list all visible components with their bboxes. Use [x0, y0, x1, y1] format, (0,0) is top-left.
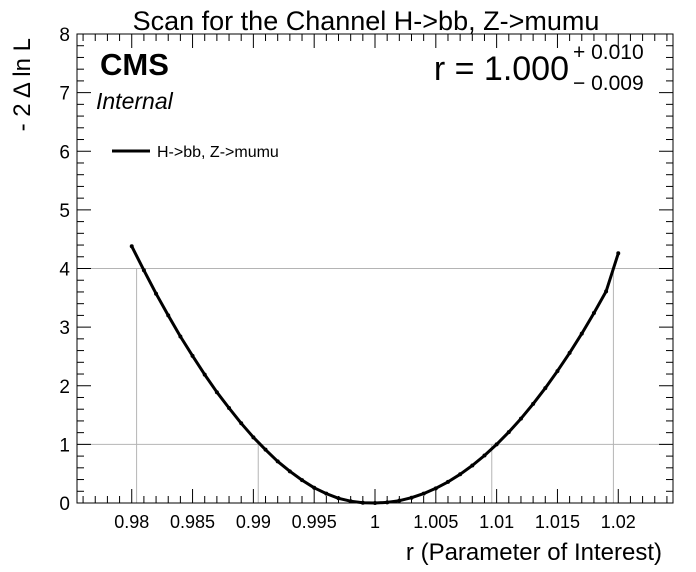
experiment-badge: CMS: [100, 47, 169, 82]
series-point: [275, 459, 280, 464]
x-tick-label: 1.015: [535, 512, 580, 532]
series-point: [239, 421, 244, 426]
y-tick-label: 6: [59, 142, 70, 163]
series-point: [445, 479, 450, 484]
series-point: [214, 390, 219, 395]
x-tick-label: 0.99: [236, 512, 271, 532]
series-point: [616, 251, 621, 256]
y-tick-label: 4: [59, 260, 70, 281]
x-tick-label: 0.995: [292, 512, 337, 532]
y-axis-label: - 2 Δ ln L: [9, 38, 36, 131]
series-point: [312, 485, 317, 490]
x-tick-label: 1.005: [413, 512, 458, 532]
series-point: [360, 500, 365, 505]
series-point: [300, 478, 305, 483]
result-uncertainty-down: − 0.009: [573, 72, 644, 95]
y-tick-label: 3: [59, 318, 70, 339]
result-uncertainty-up: + 0.010: [573, 41, 644, 64]
series-point: [373, 501, 377, 505]
series-point: [263, 447, 268, 452]
series-point: [166, 313, 171, 318]
series-point: [433, 486, 438, 491]
y-axis-ticks: [77, 33, 673, 504]
y-axis-tick-labels: 0 1 2 3 4 5 6 7 8: [59, 25, 70, 515]
reference-lines: [77, 268, 673, 503]
series-point: [129, 244, 134, 249]
series-point: [385, 500, 390, 505]
series-point: [494, 442, 499, 447]
x-axis-label: r (Parameter of Interest): [406, 539, 662, 566]
x-tick-label: 1.02: [601, 512, 636, 532]
x-tick-label: 1.01: [479, 512, 514, 532]
series-point: [397, 498, 402, 503]
series-point: [336, 496, 341, 501]
series-point: [543, 386, 548, 391]
result-value: r = 1.000: [434, 50, 569, 88]
series-point: [348, 499, 353, 504]
legend-entry-label: H->bb, Z->mumu: [157, 144, 279, 161]
series-point: [251, 435, 256, 440]
y-tick-label: 8: [59, 25, 70, 46]
series-point: [227, 406, 232, 411]
series-point: [458, 472, 463, 477]
series-point: [470, 463, 475, 468]
series-point: [202, 372, 207, 377]
series-point: [591, 311, 596, 316]
x-tick-label: 1: [370, 512, 380, 532]
series-point: [324, 491, 329, 496]
y-tick-label: 2: [59, 377, 70, 398]
series-point: [518, 416, 523, 421]
series-point: [555, 369, 560, 374]
y-tick-label: 1: [59, 435, 70, 456]
y-tick-label: 7: [59, 84, 70, 105]
series-point: [482, 453, 487, 458]
x-tick-label: 0.98: [114, 512, 149, 532]
y-tick-label: 5: [59, 201, 70, 222]
series-point: [531, 401, 536, 406]
status-badge: Internal: [96, 88, 174, 114]
series-point: [506, 430, 511, 435]
series-point: [567, 350, 572, 355]
x-tick-label: 0.985: [170, 512, 215, 532]
x-axis-ticks: [82, 34, 668, 503]
series-point: [141, 268, 146, 273]
legend: H->bb, Z->mumu: [112, 144, 279, 161]
series-point: [190, 353, 195, 358]
series-point: [579, 331, 584, 336]
series-point: [178, 334, 183, 339]
series-layer: [129, 244, 621, 505]
chart-title: Scan for the Channel H->bb, Z->mumu: [133, 6, 600, 36]
series-point: [154, 291, 159, 296]
series-point: [421, 491, 426, 496]
y-tick-label: 0: [59, 494, 70, 515]
series-point: [287, 469, 292, 474]
x-axis-tick-labels: 0.98 0.985 0.99 0.995 1 1.005 1.01 1.015 1.02: [114, 512, 636, 532]
series-point: [409, 495, 414, 500]
series-point: [604, 289, 609, 294]
